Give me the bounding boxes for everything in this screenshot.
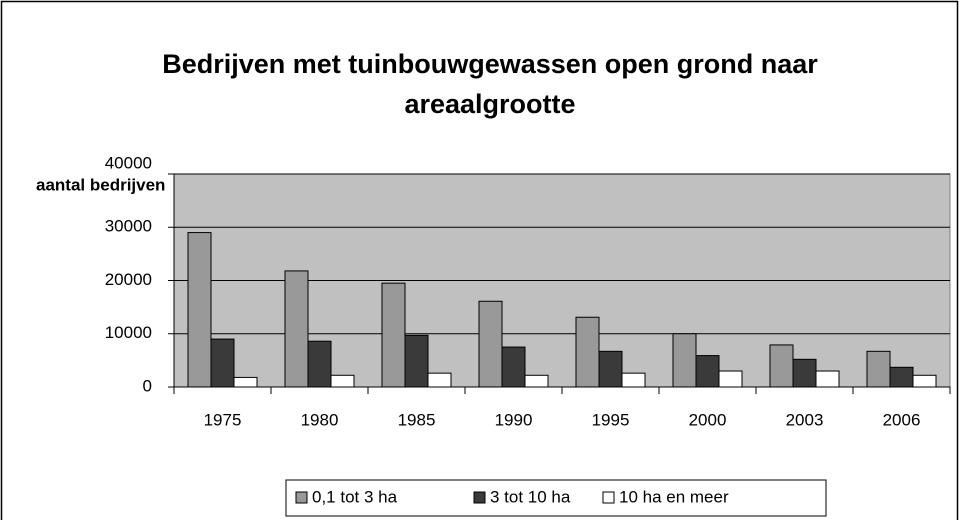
- bar: [307, 340, 332, 388]
- bar: [284, 270, 309, 388]
- bar: [427, 372, 452, 388]
- bar: [672, 333, 697, 388]
- bar: [621, 372, 646, 388]
- bar: [769, 344, 794, 388]
- y-tick-label: 40000: [105, 153, 152, 172]
- y-tick-label: 10000: [105, 323, 152, 342]
- bar: [889, 366, 914, 388]
- chart-title: Bedrijven met tuinbouwgewassen open gron…: [162, 49, 818, 119]
- bar: [866, 350, 891, 388]
- x-tick-label: 1985: [398, 410, 436, 429]
- legend-label: 0,1 tot 3 ha: [312, 487, 398, 506]
- bar: [501, 346, 526, 388]
- x-tick-label: 2003: [786, 410, 824, 429]
- legend-box: [285, 479, 827, 517]
- x-tick-label: 1980: [301, 410, 339, 429]
- bar: [912, 374, 937, 388]
- y-tick-label: 20000: [105, 270, 152, 289]
- bar: [330, 374, 355, 388]
- legend-swatch: [602, 491, 615, 504]
- x-tick-label: 1995: [592, 410, 630, 429]
- bar: [575, 316, 600, 388]
- legend-swatch: [473, 491, 486, 504]
- bar: [718, 370, 743, 388]
- x-tick-label: 1975: [204, 410, 242, 429]
- legend-label: 10 ha en meer: [619, 487, 729, 506]
- bar: [792, 358, 817, 388]
- bar: [210, 338, 235, 388]
- x-tick-label: 1990: [495, 410, 533, 429]
- bar: [695, 355, 720, 388]
- bar: [524, 374, 549, 388]
- x-tick-label: 2000: [689, 410, 727, 429]
- bar: [598, 350, 623, 388]
- bar: [478, 300, 503, 388]
- bar: [404, 334, 429, 388]
- y-tick-label: 0: [143, 376, 152, 395]
- legend-label: 3 tot 10 ha: [490, 487, 571, 506]
- bar: [381, 282, 406, 388]
- legend-swatch: [295, 491, 308, 504]
- y-axis-label: aantal bedrijven: [36, 175, 165, 194]
- x-tick-label: 2006: [883, 410, 921, 429]
- bar: [233, 376, 258, 388]
- bar: [187, 232, 212, 388]
- y-tick-label: 30000: [105, 217, 152, 236]
- bar: [815, 370, 840, 388]
